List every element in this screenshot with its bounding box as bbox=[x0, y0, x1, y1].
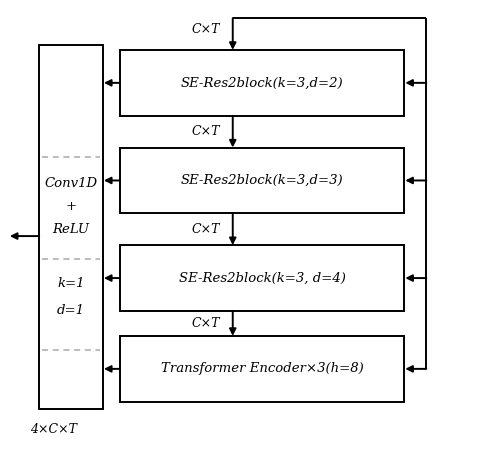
Bar bbox=[120, 148, 404, 213]
Text: C×T: C×T bbox=[192, 223, 220, 236]
Bar bbox=[39, 45, 103, 409]
Text: SE-Res2block(k=3,d=3): SE-Res2block(k=3,d=3) bbox=[181, 174, 343, 187]
Bar bbox=[120, 245, 404, 311]
Text: d=1: d=1 bbox=[57, 305, 85, 317]
Text: C×T: C×T bbox=[192, 125, 220, 138]
Text: 4×C×T: 4×C×T bbox=[30, 423, 77, 435]
Text: Transformer Encoder×3(h=8): Transformer Encoder×3(h=8) bbox=[161, 362, 364, 375]
Text: +: + bbox=[66, 200, 76, 213]
Text: k=1: k=1 bbox=[57, 277, 85, 290]
Text: C×T: C×T bbox=[192, 23, 220, 36]
Bar bbox=[120, 50, 404, 116]
Text: Conv1D: Conv1D bbox=[45, 178, 98, 190]
Text: ReLU: ReLU bbox=[52, 223, 90, 236]
Text: SE-Res2block(k=3, d=4): SE-Res2block(k=3, d=4) bbox=[179, 271, 345, 285]
Bar bbox=[120, 336, 404, 402]
Text: SE-Res2block(k=3,d=2): SE-Res2block(k=3,d=2) bbox=[181, 76, 343, 89]
Text: C×T: C×T bbox=[192, 317, 220, 330]
